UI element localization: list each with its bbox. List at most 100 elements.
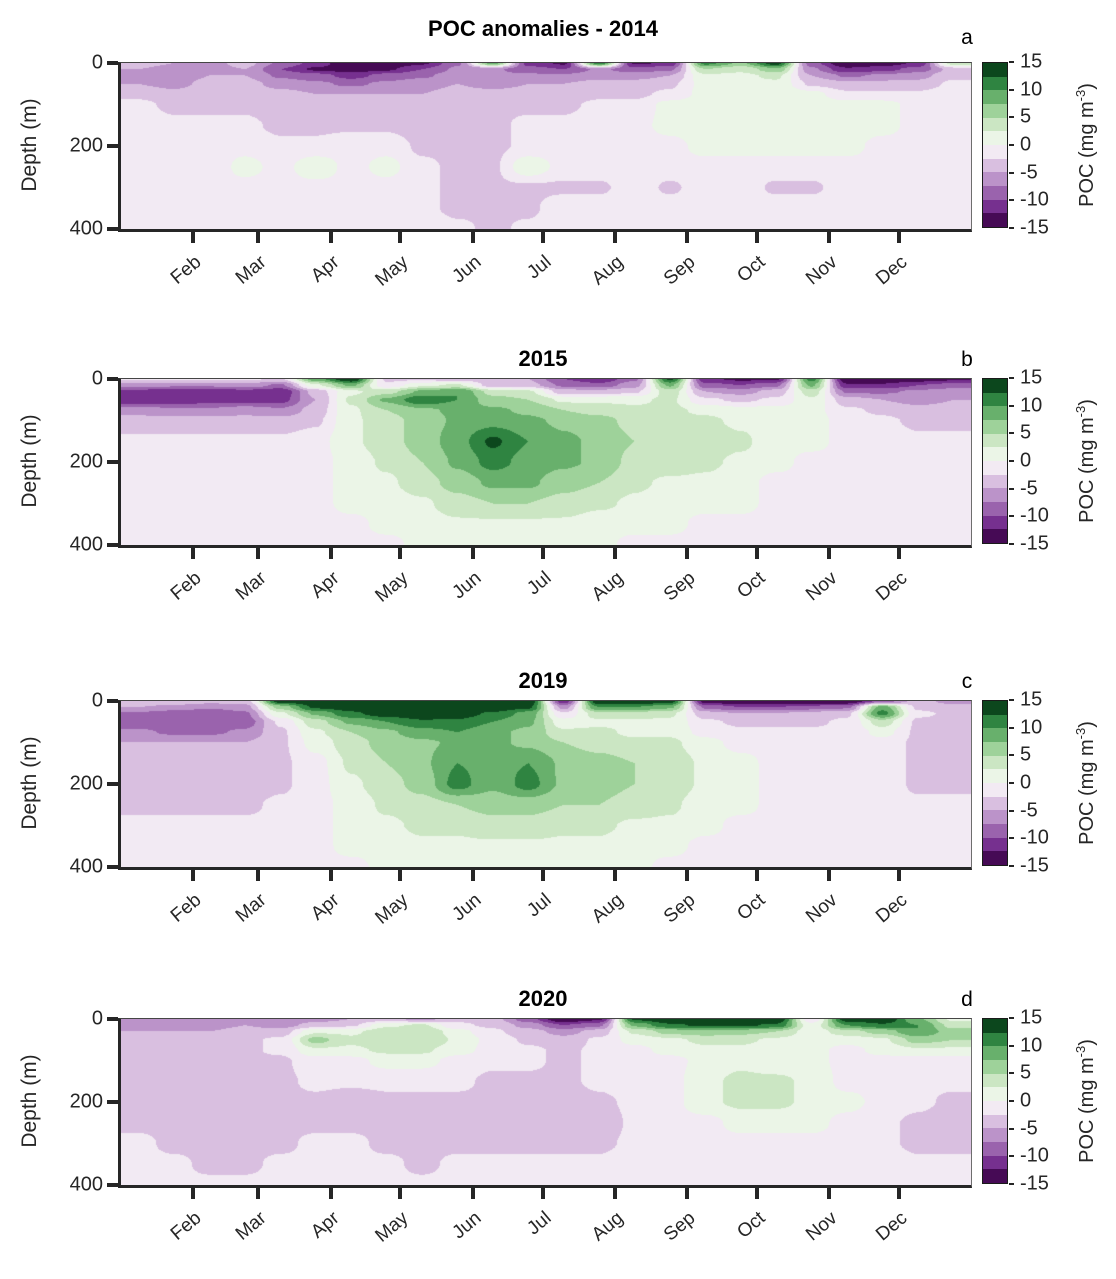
x-tick-label-apr: Apr <box>306 1207 344 1243</box>
colorbar-segment <box>983 103 1007 118</box>
x-tick-label-sep: Sep <box>659 1207 700 1246</box>
y-tick-label-200: 200 <box>69 772 103 795</box>
x-tick-label-oct: Oct <box>733 251 770 287</box>
colorbar-tick-label: 10 <box>1020 716 1043 739</box>
colorbar-gradient <box>982 700 1008 866</box>
x-tick-mark <box>540 1188 545 1199</box>
colorbar-segment <box>983 1128 1007 1142</box>
x-tick-label-jun: Jun <box>448 567 486 604</box>
x-tick-mark <box>470 548 475 559</box>
y-tick-label-400: 400 <box>69 855 103 878</box>
contour-field-canvas <box>121 63 971 229</box>
colorbar-gradient <box>982 1018 1008 1184</box>
colorbar: 15 10 5 0 -5 -10 -15 <box>982 51 1049 239</box>
colorbar-tick-mark <box>1009 726 1014 729</box>
colorbar-tick-label: -5 <box>1020 161 1038 184</box>
colorbar-tick-label: 0 <box>1020 771 1032 794</box>
x-tick-label-feb: Feb <box>167 567 206 605</box>
colorbar-tick-mark <box>1009 377 1014 379</box>
colorbar-segment <box>983 782 1007 797</box>
colorbar-segment <box>983 433 1007 448</box>
x-tick-mark <box>754 232 759 243</box>
colorbar-segment <box>983 379 1007 393</box>
x-tick-mark <box>470 870 475 881</box>
colorbar-segment <box>983 1169 1007 1183</box>
colorbar-tick-label: -15 <box>1020 216 1049 239</box>
y-tick-label-400: 400 <box>69 217 103 240</box>
y-tick-mark <box>107 1183 118 1187</box>
x-tick-label-aug: Aug <box>587 251 628 290</box>
colorbar-tick-label: 0 <box>1020 449 1032 472</box>
x-tick-label-may: May <box>371 1207 413 1247</box>
colorbar-segment <box>983 90 1007 104</box>
colorbar-tick-mark <box>1009 1183 1014 1185</box>
colorbar-tick-label: -10 <box>1020 1144 1049 1167</box>
x-tick-mark <box>684 1188 689 1199</box>
colorbar-label-close: ) <box>1075 83 1098 90</box>
x-tick-mark <box>398 1188 403 1199</box>
x-tick-mark <box>540 232 545 243</box>
colorbar-segment <box>983 63 1007 77</box>
colorbar-tick-mark <box>1009 1100 1014 1102</box>
x-tick-label-may: May <box>371 567 413 607</box>
colorbar-segment <box>983 460 1007 475</box>
x-tick-label-jun: Jun <box>448 251 486 288</box>
panel-2014: POC anomalies - 2014 a Depth (m) Feb Mar A… <box>0 0 1116 320</box>
panel-title: 2020 <box>518 986 568 1011</box>
colorbar-segment <box>983 501 1007 516</box>
x-tick-mark <box>398 870 403 881</box>
colorbar-label-sup: -3 <box>1073 1045 1089 1058</box>
x-tick-label-nov: Nov <box>801 251 842 290</box>
colorbar-segment <box>983 851 1007 865</box>
colorbar-tick-mark <box>1009 865 1014 867</box>
colorbar-segment <box>983 741 1007 756</box>
colorbar-segment <box>983 529 1007 543</box>
colorbar-tick-mark <box>1009 432 1014 435</box>
x-tick-label-aug: Aug <box>587 567 628 606</box>
colorbar-tick-label: 5 <box>1020 105 1032 128</box>
y-tick-mark <box>107 61 118 65</box>
colorbar-tick-label: 0 <box>1020 133 1032 156</box>
y-tick-label-400: 400 <box>69 533 103 556</box>
x-tick-label-jun: Jun <box>448 1207 486 1244</box>
y-tick-label-400: 400 <box>69 1173 103 1196</box>
x-tick-mark <box>754 548 759 559</box>
colorbar-segment <box>983 406 1007 420</box>
colorbar-segment <box>983 701 1007 715</box>
contour-plot: Feb Mar Apr May Jun Jul Aug Sep Oct Nov Dec 0 200 400 <box>70 52 972 291</box>
x-tick-mark <box>826 1188 831 1199</box>
y-axis-label: Depth (m) <box>18 736 41 830</box>
x-tick-label-aug: Aug <box>587 889 628 928</box>
panel-letter: d <box>961 988 973 1011</box>
colorbar-tick-label: 5 <box>1020 743 1032 766</box>
y-tick-label-0: 0 <box>91 1007 103 1030</box>
colorbar-label: POC (mg m-3) <box>1073 83 1099 207</box>
x-tick-label-nov: Nov <box>801 889 842 928</box>
y-tick-mark <box>107 865 118 869</box>
x-tick-label-may: May <box>371 251 413 291</box>
colorbar-tick-mark <box>1009 543 1014 545</box>
colorbar-label-sup: -3 <box>1073 405 1089 418</box>
x-tick-mark <box>328 870 333 881</box>
colorbar-segment <box>983 769 1007 783</box>
y-tick-mark <box>107 377 118 381</box>
panel-2019: 2019 c Depth (m) Feb Mar Apr May Jun Jul Aug Se… <box>0 638 1116 958</box>
y-tick-mark <box>107 460 118 464</box>
contour-plot: Feb Mar Apr May Jun Jul Aug Sep Oct Nov Dec 0 200 400 <box>70 1008 972 1247</box>
colorbar-segment <box>983 1155 1007 1170</box>
x-tick-mark <box>612 548 617 559</box>
x-tick-label-oct: Oct <box>733 567 770 603</box>
colorbar-tick-mark <box>1009 171 1014 174</box>
y-tick-mark <box>107 782 118 786</box>
colorbar-tick-mark <box>1009 199 1014 202</box>
x-tick-mark <box>328 232 333 243</box>
colorbar-segment <box>983 796 1007 811</box>
colorbar-tick-mark <box>1009 699 1014 701</box>
colorbar-tick-mark <box>1009 404 1014 407</box>
x-tick-mark <box>256 1188 261 1199</box>
colorbar-segment <box>983 199 1007 214</box>
x-tick-mark <box>191 232 196 243</box>
x-tick-label-mar: Mar <box>232 1207 271 1245</box>
x-tick-label-feb: Feb <box>167 1207 206 1245</box>
